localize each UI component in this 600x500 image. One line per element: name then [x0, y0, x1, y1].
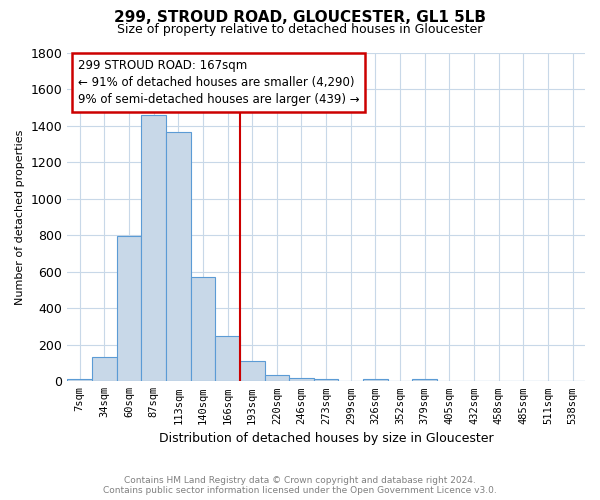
Bar	[191, 277, 215, 382]
Bar	[215, 336, 240, 382]
Bar	[141, 114, 166, 382]
Bar	[314, 380, 338, 382]
Text: 299, STROUD ROAD, GLOUCESTER, GL1 5LB: 299, STROUD ROAD, GLOUCESTER, GL1 5LB	[114, 10, 486, 25]
Bar	[92, 356, 116, 382]
X-axis label: Distribution of detached houses by size in Gloucester: Distribution of detached houses by size …	[159, 432, 493, 445]
Bar	[116, 236, 141, 382]
Text: Contains HM Land Registry data © Crown copyright and database right 2024.
Contai: Contains HM Land Registry data © Crown c…	[103, 476, 497, 495]
Bar	[240, 361, 265, 382]
Text: Size of property relative to detached houses in Gloucester: Size of property relative to detached ho…	[118, 22, 482, 36]
Bar	[412, 378, 437, 382]
Bar	[289, 378, 314, 382]
Bar	[166, 132, 191, 382]
Text: 299 STROUD ROAD: 167sqm
← 91% of detached houses are smaller (4,290)
9% of semi-: 299 STROUD ROAD: 167sqm ← 91% of detache…	[77, 59, 359, 106]
Bar	[67, 378, 92, 382]
Bar	[265, 375, 289, 382]
Bar	[363, 380, 388, 382]
Y-axis label: Number of detached properties: Number of detached properties	[15, 129, 25, 304]
